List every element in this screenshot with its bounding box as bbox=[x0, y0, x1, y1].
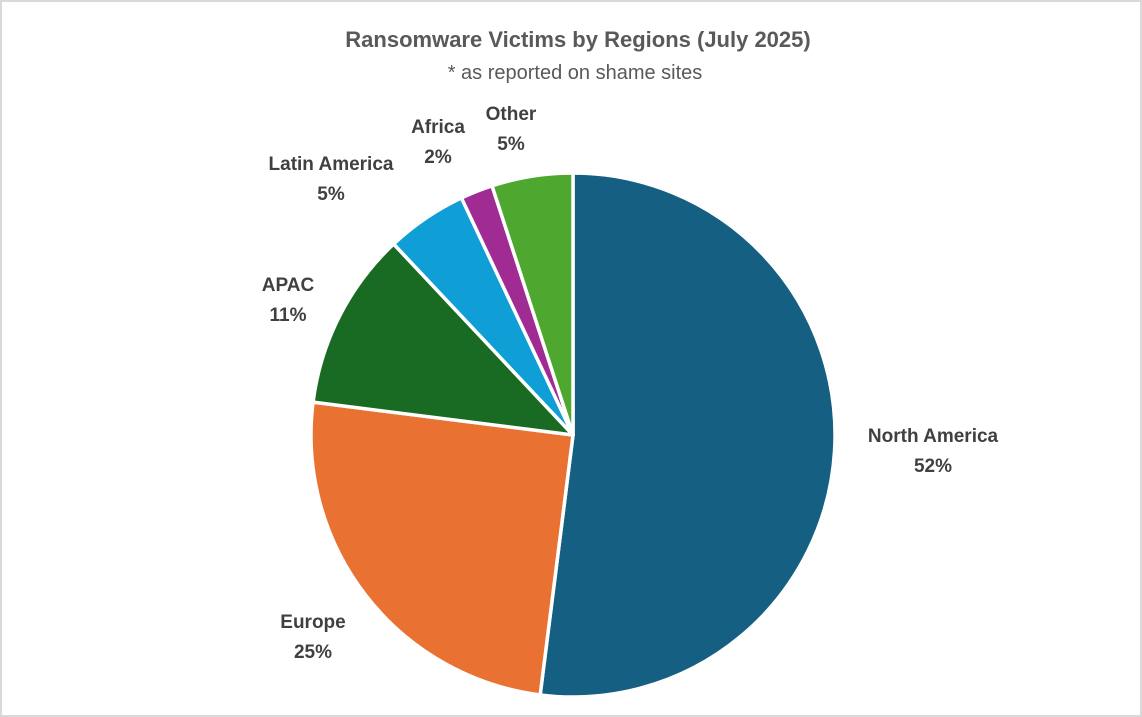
slice-label-name: Europe bbox=[280, 612, 346, 633]
slice-label-latin-america: Latin America 5% bbox=[269, 150, 394, 210]
slice-label-value: 5% bbox=[317, 184, 345, 205]
slice-label-apac: APAC 11% bbox=[262, 271, 314, 331]
slice-label-value: 25% bbox=[293, 642, 333, 663]
slice-label-name: APAC bbox=[261, 275, 315, 296]
chart-subtitle: * as reported on shame sites bbox=[447, 62, 703, 84]
slice-label-value: 11% bbox=[269, 305, 307, 326]
slice-label-value: 52% bbox=[913, 456, 953, 477]
slice-label-name: Other bbox=[485, 104, 537, 125]
pie-slice-apac bbox=[311, 242, 575, 437]
slice-label-other: Other 5% bbox=[486, 100, 537, 160]
pie-slice-other bbox=[490, 171, 575, 437]
slice-label-name: North America bbox=[867, 426, 999, 447]
pie-slice-north-america bbox=[538, 171, 837, 699]
chart-title: Ransomware Victims by Regions (July 2025… bbox=[345, 27, 811, 52]
slice-label-name: Latin America bbox=[268, 154, 394, 175]
slice-label-africa: Africa 2% bbox=[411, 113, 465, 173]
pie-slice-europe bbox=[309, 400, 575, 697]
slice-label-value: 2% bbox=[424, 147, 452, 168]
slice-label-europe: Europe 25% bbox=[280, 608, 345, 668]
slice-label-value: 5% bbox=[497, 134, 525, 155]
slice-label-name: Africa bbox=[411, 117, 465, 138]
slice-label-north-america: North America 52% bbox=[868, 422, 998, 482]
